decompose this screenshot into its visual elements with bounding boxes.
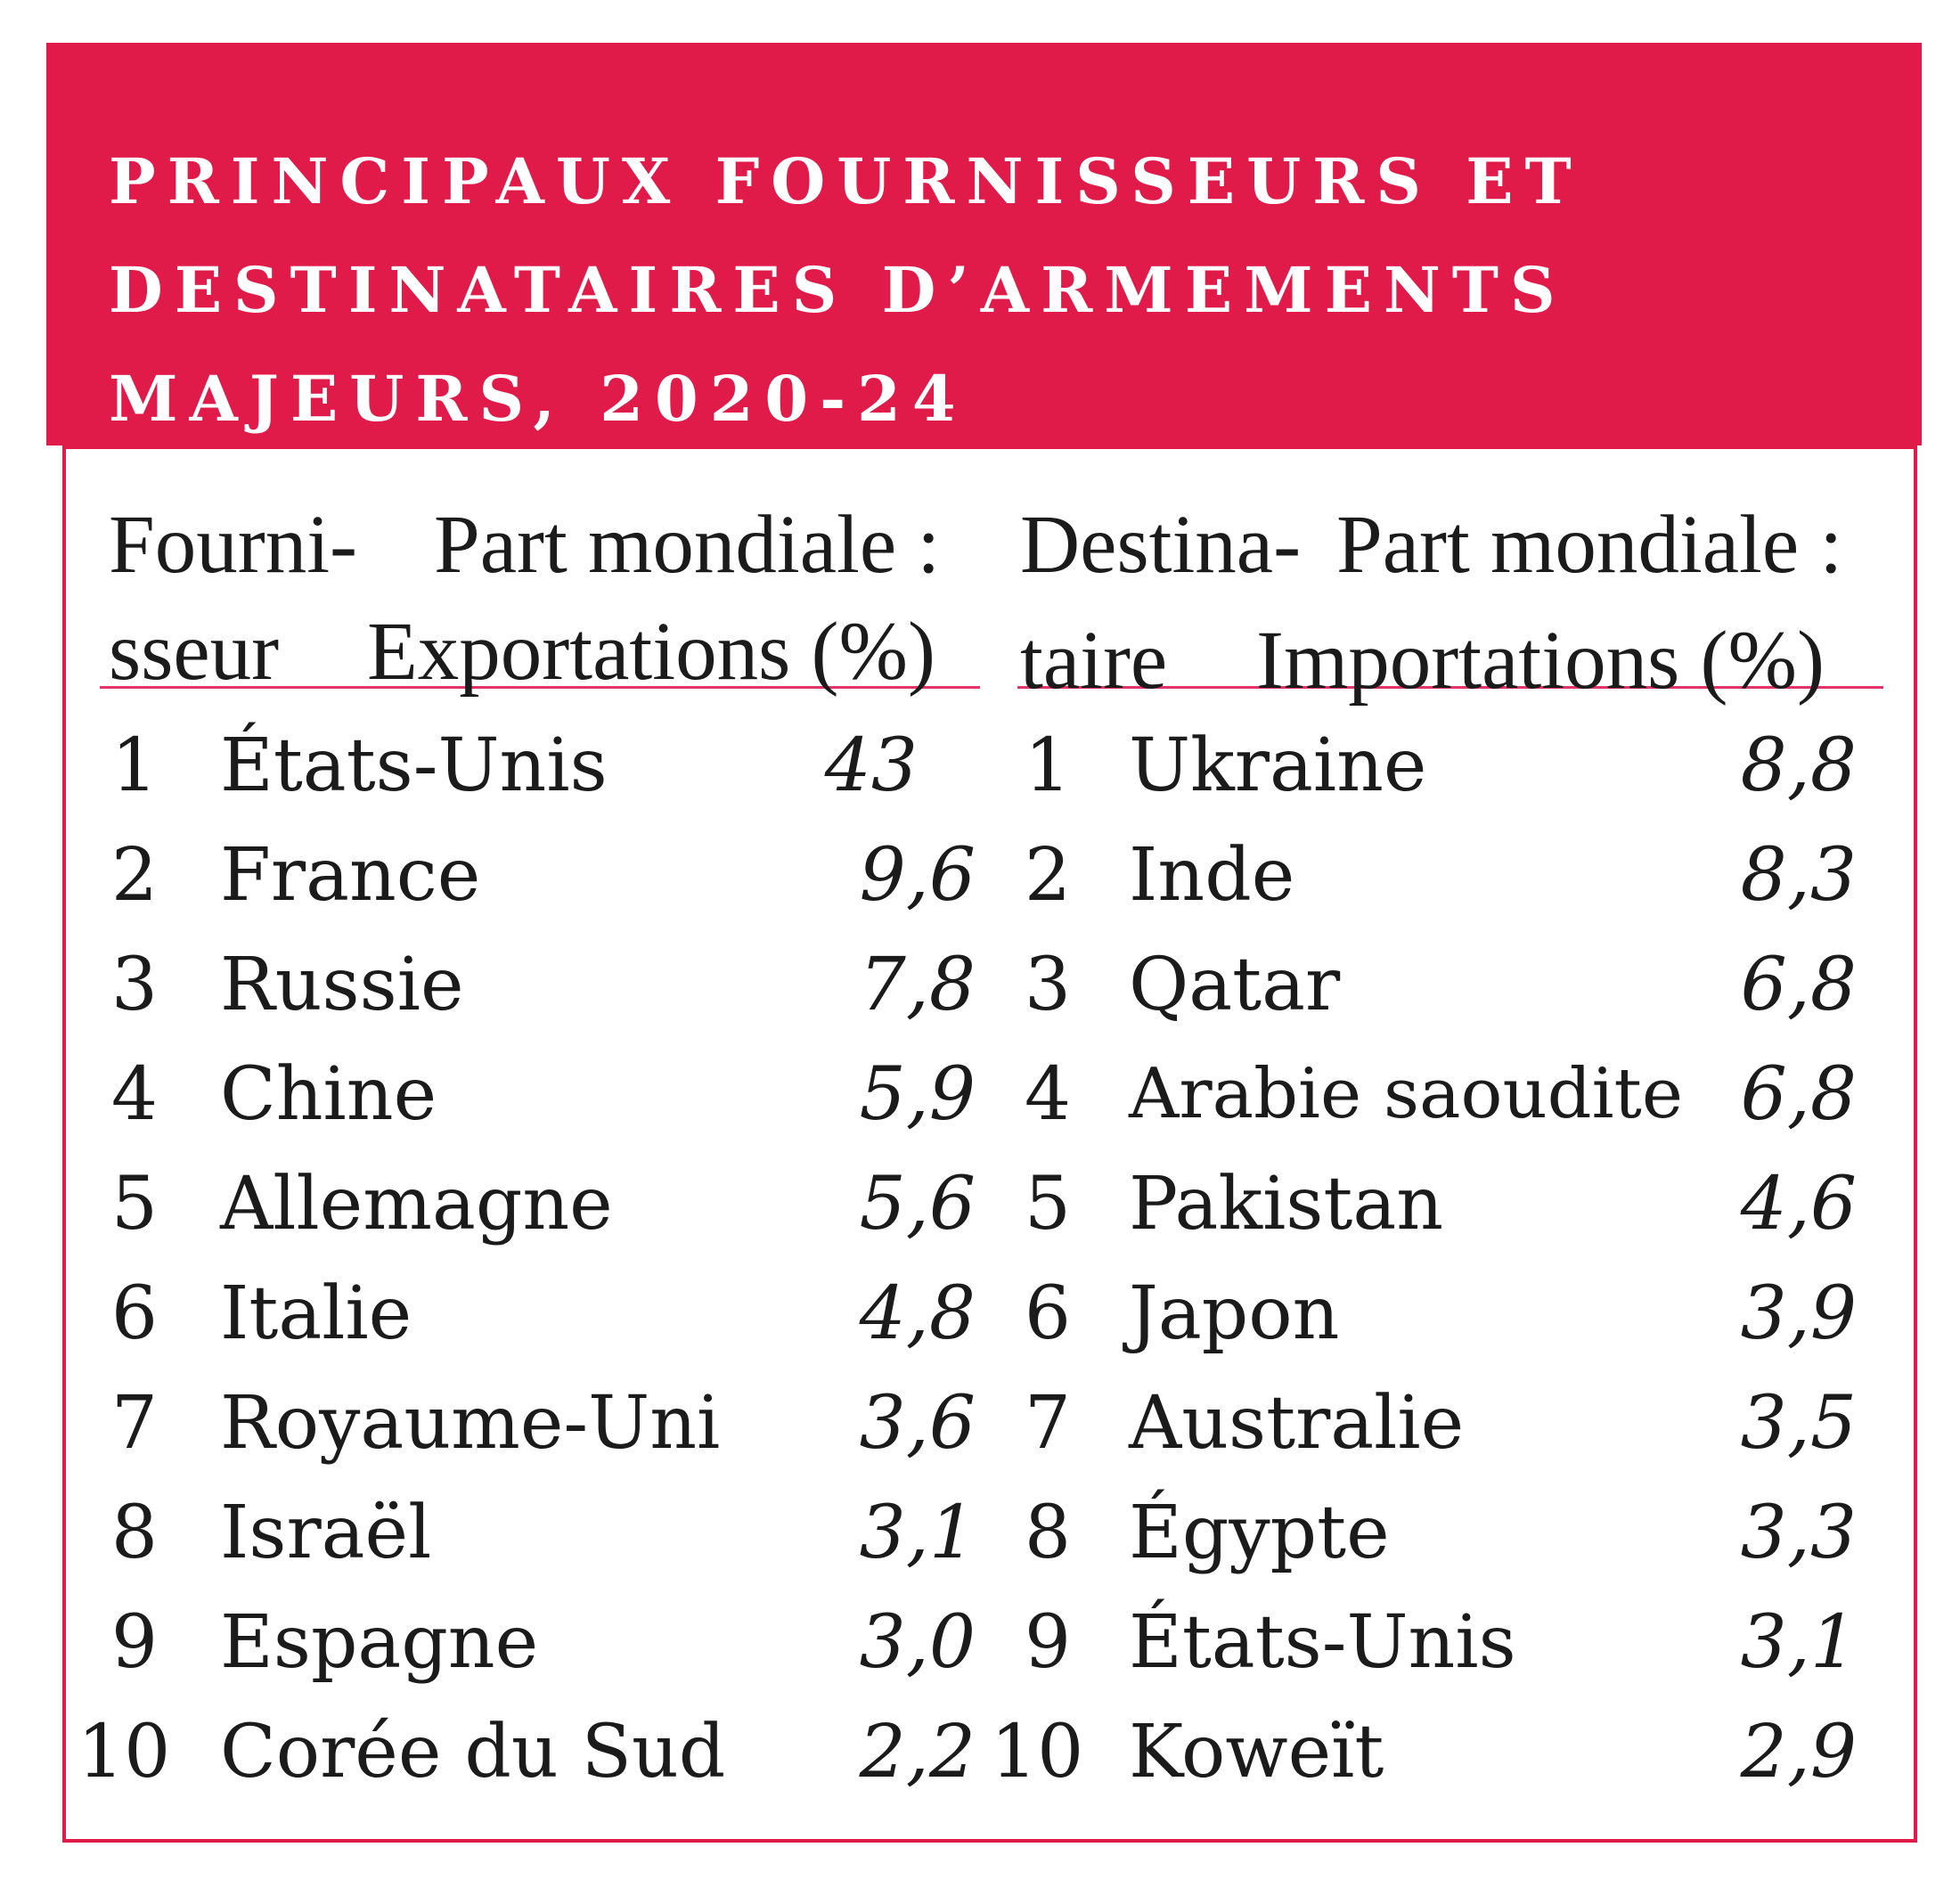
share-value: 3,1	[1740, 1600, 1857, 1685]
share-value: 5,6	[859, 1162, 976, 1246]
recipients-rows: 1 Ukraine 8,8 2 Inde 8,3 3 Qatar 6,8 4 Arabie s…	[991, 711, 1883, 1807]
table-row: 8 Israël 3,1	[100, 1478, 980, 1588]
rank: 4	[1024, 1052, 1071, 1137]
rank: 1	[1024, 723, 1071, 808]
rank: 9	[110, 1600, 158, 1685]
table-row: 10 Corée du Sud 2,2	[78, 1697, 980, 1807]
rank: 5	[110, 1162, 158, 1246]
rank: 7	[1024, 1381, 1071, 1466]
export-share-column-header: Exportations (%)	[367, 606, 935, 698]
country-name: Russie	[220, 943, 464, 1027]
share-value: 43	[824, 723, 918, 808]
suppliers-table: Fourni- sseur Part mondiale : Exportatio…	[78, 494, 980, 1807]
country-name: Qatar	[1129, 943, 1341, 1027]
rank: 10	[78, 1710, 171, 1794]
country-name: Espagne	[220, 1600, 539, 1685]
rank: 7	[110, 1381, 158, 1466]
table-row: 2 Inde 8,3	[1017, 821, 1883, 930]
country-name: Allemagne	[220, 1162, 613, 1246]
recipients-table: Destina- taire Part mondiale : Importati…	[991, 494, 1883, 1807]
table-row: 7 Australie 3,5	[1017, 1369, 1883, 1478]
rank: 6	[1024, 1271, 1071, 1356]
table-row: 1 États-Unis 43	[100, 711, 980, 821]
table-row: 5 Allemagne 5,6	[100, 1149, 980, 1259]
share-value: 3,6	[859, 1381, 976, 1466]
share-value: 2,9	[1740, 1710, 1857, 1794]
country-name: Arabie saoudite	[1129, 1054, 1684, 1134]
share-value: 7,8	[859, 943, 976, 1027]
share-value: 6,8	[1740, 943, 1857, 1027]
title-line: MAJEURS, 2020-24	[109, 362, 968, 436]
supplier-column-header: sseur	[109, 606, 280, 698]
rank: 2	[1024, 833, 1071, 918]
country-name: États-Unis	[1129, 1600, 1516, 1685]
share-value: 3,5	[1740, 1381, 1857, 1466]
share-value: 3,9	[1740, 1271, 1857, 1356]
share-value: 5,9	[859, 1052, 976, 1137]
table-row: 3 Russie 7,8	[100, 930, 980, 1040]
country-name: France	[220, 833, 481, 918]
table-row: 5 Pakistan 4,6	[1017, 1149, 1883, 1259]
suppliers-rows: 1 États-Unis 43 2 France 9,6 3 Russie 7,8 4 Chi…	[78, 711, 980, 1807]
share-value: 6,8	[1740, 1052, 1857, 1137]
table-row: 1 Ukraine 8,8	[1017, 711, 1883, 821]
rank: 6	[110, 1271, 158, 1356]
share-value: 8,8	[1740, 723, 1857, 808]
country-name: Koweït	[1129, 1710, 1384, 1794]
export-share-column-header: Part mondiale :	[434, 499, 941, 591]
share-value: 4,6	[1740, 1162, 1857, 1246]
rank: 3	[1024, 943, 1071, 1027]
country-name: Chine	[220, 1052, 437, 1137]
recipient-column-header: Destina-	[1020, 499, 1302, 591]
country-name: Italie	[220, 1271, 412, 1356]
table-row: 8 Égypte 3,3	[1017, 1478, 1883, 1588]
table-row: 9 Espagne 3,0	[100, 1588, 980, 1697]
country-name: Royaume-Uni	[220, 1381, 721, 1466]
rank: 1	[110, 723, 158, 808]
table-row: 9 États-Unis 3,1	[1017, 1588, 1883, 1697]
supplier-column-header: Fourni-	[109, 499, 357, 591]
rank: 9	[1024, 1600, 1071, 1685]
country-name: Pakistan	[1129, 1162, 1444, 1246]
suppliers-header: Fourni- sseur Part mondiale : Exportatio…	[100, 494, 980, 693]
table-row: 6 Italie 4,8	[100, 1259, 980, 1369]
country-name: Japon	[1129, 1271, 1340, 1356]
table-row: 4 Arabie saoudite 6,8	[1017, 1040, 1883, 1149]
rank: 4	[110, 1052, 158, 1137]
country-name: Inde	[1129, 833, 1295, 918]
recipient-column-header: taire	[1020, 615, 1168, 707]
rank: 2	[110, 833, 158, 918]
import-share-column-header: Importations (%)	[1256, 615, 1825, 707]
import-share-column-header: Part mondiale :	[1336, 499, 1843, 591]
recipients-header: Destina- taire Part mondiale : Importati…	[1017, 494, 1883, 702]
country-name: Égypte	[1129, 1491, 1390, 1575]
rank: 5	[1024, 1162, 1071, 1246]
country-name: Israël	[220, 1491, 432, 1575]
table-frame	[62, 445, 1917, 1843]
title-line: PRINCIPAUX FOURNISSEURS ET	[109, 144, 1583, 218]
rank: 8	[110, 1491, 158, 1575]
table-row: 7 Royaume-Uni 3,6	[100, 1369, 980, 1478]
share-value: 4,8	[859, 1271, 976, 1356]
rank: 10	[991, 1710, 1084, 1794]
share-value: 3,1	[859, 1491, 976, 1575]
title-line: DESTINATAIRES D’ARMEMENTS	[109, 253, 1567, 327]
share-value: 3,3	[1740, 1491, 1857, 1575]
share-value: 2,2	[859, 1710, 976, 1794]
rank: 3	[110, 943, 158, 1027]
title-banner: PRINCIPAUX FOURNISSEURS ET DESTINATAIRES…	[46, 43, 1922, 445]
country-name: Ukraine	[1129, 723, 1427, 808]
share-value: 8,3	[1740, 833, 1857, 918]
table-row: 3 Qatar 6,8	[1017, 930, 1883, 1040]
country-name: États-Unis	[220, 723, 608, 808]
table-row: 10 Koweït 2,9	[991, 1697, 1883, 1807]
share-value: 3,0	[859, 1600, 976, 1685]
rank: 8	[1024, 1491, 1071, 1575]
table-row: 6 Japon 3,9	[1017, 1259, 1883, 1369]
share-value: 9,6	[859, 833, 976, 918]
table-row: 2 France 9,6	[100, 821, 980, 930]
country-name: Australie	[1129, 1381, 1465, 1466]
country-name: Corée du Sud	[220, 1710, 726, 1794]
table-row: 4 Chine 5,9	[100, 1040, 980, 1149]
